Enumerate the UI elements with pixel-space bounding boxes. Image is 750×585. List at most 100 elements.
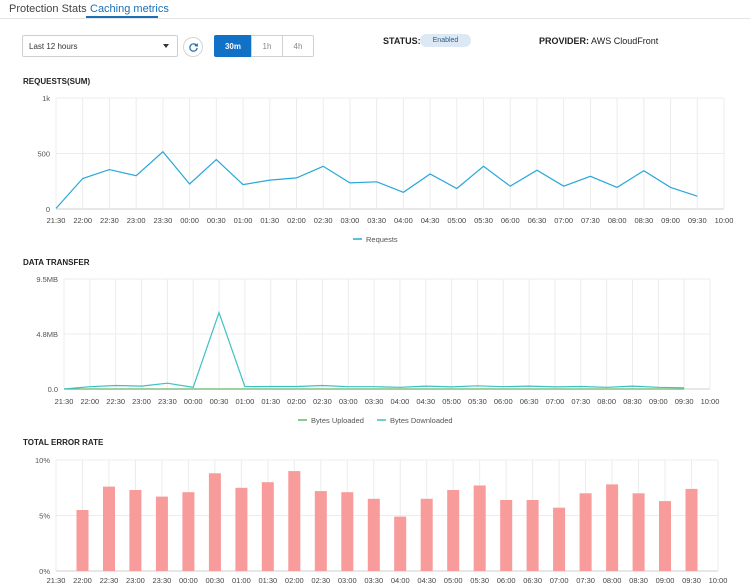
requests-x-tick-label: 22:30 (100, 216, 119, 225)
requests-x-tick-label: 00:00 (180, 216, 199, 225)
error-rate-bar (659, 501, 671, 571)
errors-x-tick-label: 09:30 (682, 576, 701, 585)
error-rate-bar (208, 473, 221, 571)
requests-x-tick-label: 07:30 (581, 216, 600, 225)
error-rate-bar (394, 516, 407, 571)
errors-x-tick-label: 03:30 (364, 576, 383, 585)
interval-1h-button[interactable]: 1h (251, 35, 283, 57)
errors-x-tick-label: 00:00 (179, 576, 198, 585)
error-rate-chart-title: TOTAL ERROR RATE (23, 438, 104, 447)
error-rate-bar (129, 490, 142, 571)
requests-x-tick-label: 01:00 (234, 216, 253, 225)
errors-x-tick-label: 05:30 (470, 576, 489, 585)
errors-x-tick-label: 22:30 (100, 576, 119, 585)
transfer-x-tick-label: 21:30 (55, 397, 74, 406)
error-rate-bar (341, 492, 354, 571)
requests-x-tick-label: 10:00 (715, 216, 734, 225)
requests-x-tick-label: 08:30 (634, 216, 653, 225)
requests-x-tick-label: 08:00 (608, 216, 627, 225)
errors-x-tick-label: 01:30 (258, 576, 277, 585)
error-rate-bar (76, 510, 89, 571)
errors-x-tick-label: 05:00 (444, 576, 463, 585)
transfer-x-tick-label: 07:00 (546, 397, 565, 406)
errors-x-tick-label: 07:30 (576, 576, 595, 585)
transfer-x-tick-label: 09:30 (675, 397, 694, 406)
requests-chart: 0 500 1k 21:30 22:00 22:30 23:00 23:30 00:00 00:3… (37, 94, 734, 244)
errors-y-tick-label: 5% (39, 512, 50, 521)
transfer-x-tick-label: 02:00 (287, 397, 306, 406)
error-rate-bar (473, 485, 486, 571)
error-rate-bar (579, 493, 592, 571)
error-rate-bar (314, 491, 327, 571)
transfer-x-tick-label: 04:00 (391, 397, 410, 406)
error-rate-bar (553, 507, 566, 571)
errors-x-tick-label: 23:30 (153, 576, 172, 585)
interval-4h-button[interactable]: 4h (282, 35, 314, 57)
errors-x-tick-label: 00:30 (205, 576, 224, 585)
error-rate-bar (288, 471, 301, 571)
errors-x-tick-label: 22:00 (73, 576, 92, 585)
errors-x-tick-label: 07:00 (550, 576, 569, 585)
transfer-legend-label: Bytes Downloaded (390, 416, 453, 425)
transfer-x-tick-label: 22:00 (80, 397, 99, 406)
chevron-down-icon (163, 44, 169, 48)
error-rate-bar (155, 496, 168, 571)
requests-x-tick-label: 03:30 (367, 216, 386, 225)
error-rate-bar (367, 498, 380, 571)
requests-x-tick-label: 01:30 (260, 216, 279, 225)
requests-x-tick-label: 02:30 (314, 216, 333, 225)
errors-x-tick-label: 01:00 (232, 576, 251, 585)
errors-y-tick-label: 0% (39, 567, 50, 576)
active-tab-indicator (86, 16, 158, 18)
errors-x-tick-label: 08:00 (603, 576, 622, 585)
transfer-y-tick-label: 9.5MB (36, 275, 58, 284)
transfer-x-tick-label: 22:30 (106, 397, 125, 406)
transfer-x-tick-label: 23:00 (132, 397, 151, 406)
errors-x-tick-label: 08:30 (629, 576, 648, 585)
time-range-select[interactable]: Last 12 hours (22, 35, 178, 57)
requests-x-tick-label: 05:00 (447, 216, 466, 225)
error-rate-bar (235, 487, 248, 572)
transfer-x-tick-label: 08:00 (597, 397, 616, 406)
requests-x-tick-label: 09:30 (688, 216, 707, 225)
transfer-x-tick-label: 01:30 (261, 397, 280, 406)
transfer-x-tick-label: 02:30 (313, 397, 332, 406)
requests-y-tick-label: 0 (46, 205, 50, 214)
refresh-button[interactable] (183, 37, 203, 57)
transfer-x-tick-label: 00:30 (210, 397, 229, 406)
tab-caching-metrics[interactable]: Caching metrics (90, 3, 169, 15)
transfer-x-tick-label: 10:00 (701, 397, 720, 406)
error-rate-chart: 0% 5% 10% 21:30 22:00 22:30 23:00 23:30 00:00 00:… (35, 456, 727, 585)
data-transfer-chart-title: DATA TRANSFER (23, 258, 90, 267)
transfer-x-tick-label: 06:00 (494, 397, 513, 406)
error-rate-bar (447, 490, 460, 571)
interval-30m-button[interactable]: 30m (214, 35, 252, 57)
requests-x-tick-label: 23:00 (127, 216, 146, 225)
requests-x-tick-label: 09:00 (661, 216, 680, 225)
error-rate-bar (632, 493, 645, 571)
requests-series-line (55, 150, 698, 209)
transfer-x-tick-label: 05:30 (468, 397, 487, 406)
transfer-x-tick-label: 05:00 (442, 397, 461, 406)
errors-x-tick-label: 04:00 (391, 576, 410, 585)
requests-chart-title: REQUESTS(SUM) (23, 77, 91, 86)
transfer-x-tick-label: 08:30 (623, 397, 642, 406)
errors-x-tick-label: 06:00 (497, 576, 516, 585)
error-rate-bar (182, 492, 195, 571)
refresh-icon (188, 42, 198, 52)
transfer-x-tick-label: 06:30 (520, 397, 539, 406)
transfer-x-tick-label: 01:00 (235, 397, 254, 406)
requests-legend-label: Requests (366, 235, 398, 244)
tab-protection-stats[interactable]: Protection Stats (9, 3, 87, 15)
errors-x-tick-label: 06:30 (523, 576, 542, 585)
requests-x-tick-label: 05:30 (474, 216, 493, 225)
transfer-x-tick-label: 03:00 (339, 397, 358, 406)
errors-x-tick-label: 02:30 (311, 576, 330, 585)
requests-x-tick-label: 00:30 (207, 216, 226, 225)
error-rate-bar (261, 482, 274, 571)
errors-x-tick-label: 03:00 (338, 576, 357, 585)
error-rate-bar (685, 488, 698, 571)
errors-x-tick-label: 02:00 (285, 576, 304, 585)
provider-label: PROVIDER: (539, 36, 590, 46)
error-rate-bar (420, 498, 433, 571)
